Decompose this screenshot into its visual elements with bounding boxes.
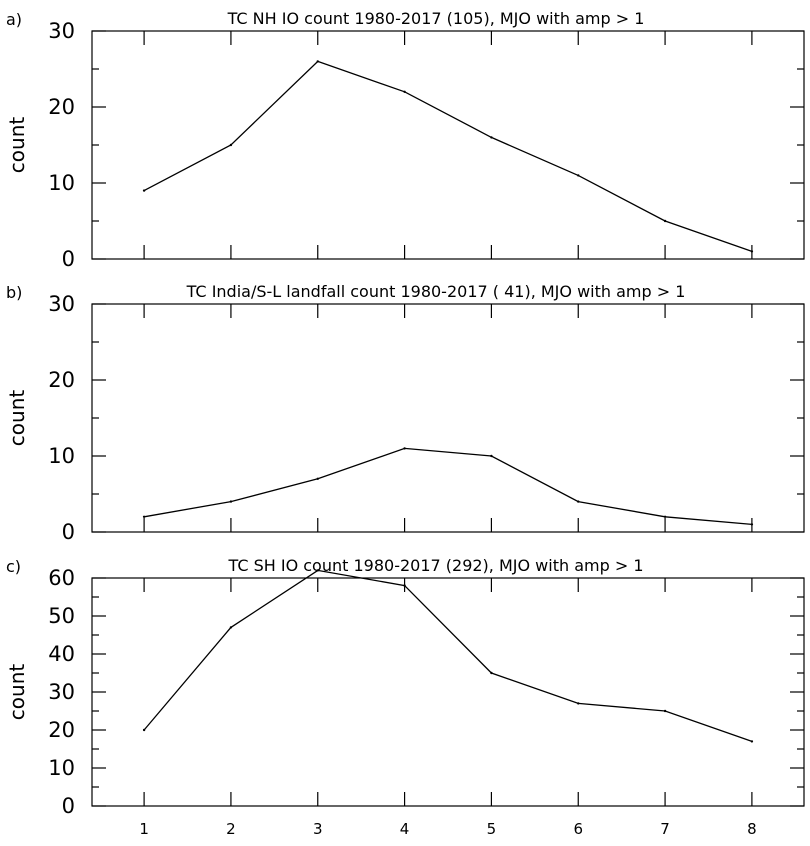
x-tick-label: 5 bbox=[487, 820, 497, 838]
series-line bbox=[143, 569, 753, 743]
data-point bbox=[750, 250, 754, 253]
data-point bbox=[142, 189, 146, 192]
chart-title: TC NH IO count 1980-2017 (105), MJO with… bbox=[227, 9, 645, 28]
data-point bbox=[403, 90, 406, 94]
y-axis-label: count bbox=[5, 664, 29, 721]
plot-frame bbox=[91, 303, 805, 533]
data-point bbox=[142, 515, 146, 518]
x-tick-label: 8 bbox=[747, 820, 757, 838]
y-tick-label: 30 bbox=[48, 19, 75, 43]
panel-tag: a) bbox=[6, 10, 22, 29]
data-point bbox=[403, 584, 406, 587]
y-tick-label: 10 bbox=[48, 444, 75, 468]
data-point bbox=[229, 143, 233, 147]
data-point bbox=[229, 626, 233, 629]
x-tick-label: 6 bbox=[573, 820, 583, 838]
data-point bbox=[750, 523, 754, 526]
y-tick-label: 30 bbox=[48, 292, 75, 316]
x-tick-label: 4 bbox=[400, 820, 410, 838]
y-tick-label: 10 bbox=[48, 756, 75, 780]
y-tick-label: 20 bbox=[48, 368, 75, 392]
data-point bbox=[490, 454, 493, 458]
panel-a: a) TC NH IO count 1980-2017 (105), MJO wi… bbox=[5, 9, 805, 271]
data-point bbox=[490, 136, 493, 139]
data-point bbox=[490, 671, 493, 675]
data-point bbox=[577, 174, 580, 177]
y-axis-label: count bbox=[5, 390, 29, 447]
y-tick-label: 0 bbox=[62, 520, 75, 544]
data-point bbox=[316, 569, 319, 572]
plot-frame bbox=[91, 577, 805, 807]
y-tick-label: 60 bbox=[48, 566, 75, 590]
data-point bbox=[577, 702, 580, 705]
y-tick-label: 40 bbox=[48, 642, 75, 666]
data-point bbox=[750, 740, 754, 743]
series-line bbox=[143, 60, 753, 253]
chart-title: TC SH IO count 1980-2017 (292), MJO with… bbox=[227, 556, 643, 575]
chart-title: TC India/S-L landfall count 1980-2017 ( … bbox=[186, 282, 686, 301]
y-tick-label: 10 bbox=[48, 171, 75, 195]
data-point bbox=[663, 515, 667, 518]
panel-c: c) TC SH IO count 1980-2017 (292), MJO wi… bbox=[5, 556, 805, 838]
data-point bbox=[663, 709, 667, 713]
y-tick-label: 0 bbox=[62, 794, 75, 818]
data-point bbox=[403, 447, 406, 450]
panel-tag: c) bbox=[6, 557, 21, 576]
panel-tag: b) bbox=[6, 283, 22, 302]
y-axis-label: count bbox=[5, 117, 29, 174]
x-tick-label: 1 bbox=[139, 820, 149, 838]
plot-frame bbox=[91, 30, 805, 260]
data-point bbox=[316, 60, 319, 63]
data-point bbox=[229, 500, 233, 503]
y-tick-label: 20 bbox=[48, 718, 75, 742]
series-line bbox=[143, 447, 752, 526]
data-point bbox=[577, 500, 580, 503]
data-point bbox=[316, 477, 319, 480]
data-point bbox=[142, 728, 146, 732]
y-tick-label: 30 bbox=[48, 680, 75, 704]
y-tick-label: 20 bbox=[48, 95, 75, 119]
x-tick-label: 7 bbox=[660, 820, 670, 838]
x-tick-label: 2 bbox=[226, 820, 236, 838]
y-tick-label: 0 bbox=[62, 247, 75, 271]
data-point bbox=[663, 219, 667, 223]
x-tick-label: 3 bbox=[313, 820, 323, 838]
panel-b: b) TC India/S-L landfall count 1980-2017 … bbox=[5, 282, 805, 544]
y-tick-label: 50 bbox=[48, 604, 75, 628]
